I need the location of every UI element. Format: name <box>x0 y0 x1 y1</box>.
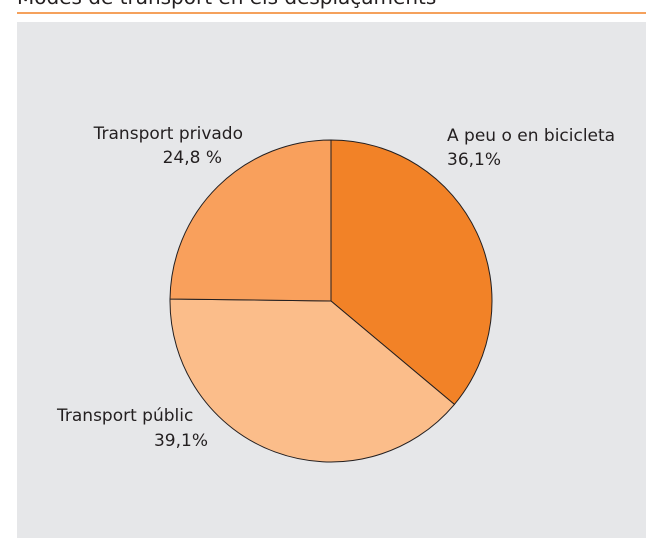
slice-label: Transport privado <box>93 124 243 144</box>
slice-value-label: 36,1% <box>447 150 501 170</box>
slice-label: Transport públic <box>56 406 193 426</box>
pie-slice <box>330 139 493 406</box>
pie-slice <box>169 139 332 302</box>
slice-value-label: 24,8 % <box>163 148 222 168</box>
pie-slice <box>169 298 456 463</box>
chart-title: Modes de transport en els desplaçaments <box>17 0 436 9</box>
slice-label: A peu o en bicicleta <box>447 126 615 146</box>
slice-value-label: 39,1% <box>154 431 208 451</box>
